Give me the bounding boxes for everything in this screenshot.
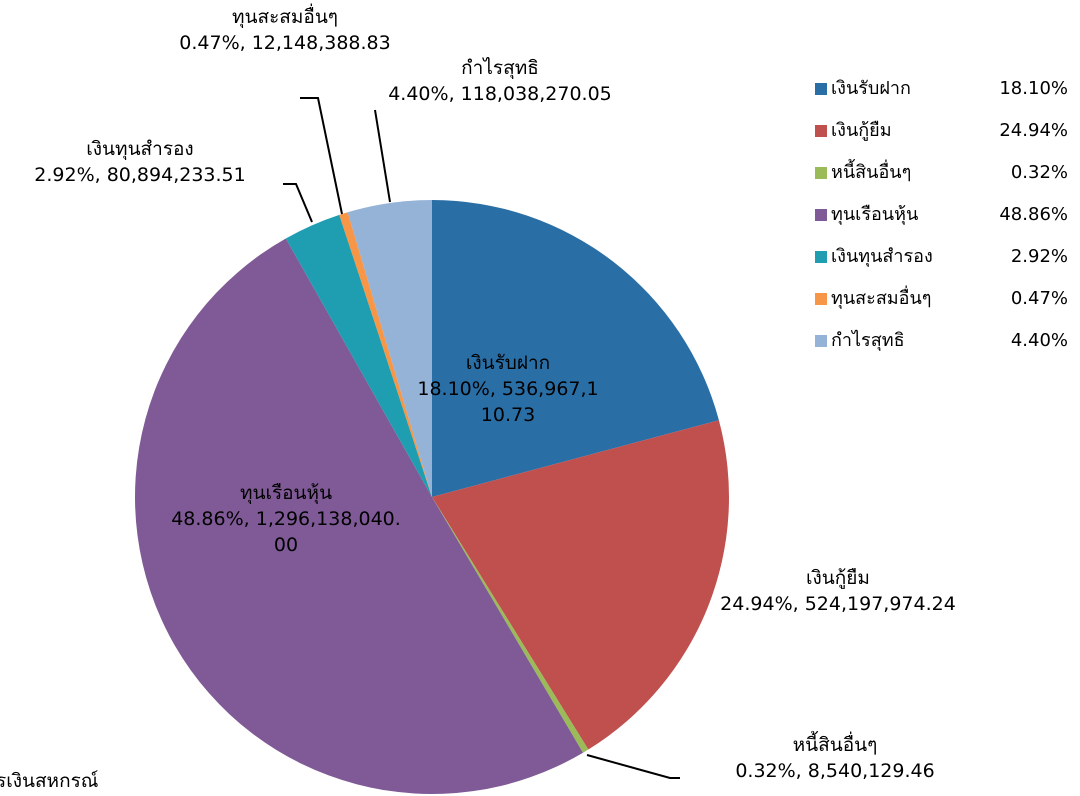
label-value: 80,894,233.51 — [106, 164, 246, 186]
label-name: ทุนเรือนหุ้น — [239, 482, 333, 504]
legend-name: เงินทุนสำรอง — [831, 246, 933, 267]
legend-name: กำไรสุทธิ — [831, 330, 905, 351]
legend-name: ทุนเรือนหุ้น — [831, 204, 919, 225]
leader-line — [283, 183, 313, 223]
legend-percent: 0.32% — [1010, 162, 1068, 183]
data-label: เงินกู้ยืม 24.94%, 524,197,974.24 — [720, 567, 956, 615]
legend-item: เงินกู้ยืม 24.94% — [815, 118, 1068, 144]
legend-name: ทุนสะสมอื่นๆ — [831, 288, 932, 309]
data-label: ทุนสะสมอื่นๆ 0.47%, 12,148,388.83 — [179, 6, 391, 54]
legend-name: เงินรับฝาก — [831, 78, 911, 99]
legend-item: เงินทุนสำรอง 2.92% — [815, 244, 1068, 270]
pie-slice — [285, 214, 432, 497]
legend-swatch — [815, 167, 827, 179]
legend-item: ทุนเรือนหุ้น 48.86% — [815, 202, 1068, 228]
legend-name: หนี้สินอื่นๆ — [831, 162, 912, 183]
legend-percent: 2.92% — [1010, 246, 1068, 267]
pie-slice — [432, 200, 719, 497]
legend-item: กำไรสุทธิ 4.40% — [815, 328, 1068, 354]
pie-slice — [339, 212, 432, 497]
leader-line — [586, 754, 680, 779]
label-percent: 0.32% — [735, 760, 796, 782]
label-percent: 18.10% — [417, 378, 490, 400]
data-label: เงินรับฝาก 18.10%, 536,967,110.73 — [417, 352, 599, 426]
legend-swatch — [815, 209, 827, 221]
pie-slice — [347, 200, 432, 497]
label-name: หนี้สินอื่นๆ — [792, 734, 878, 756]
label-value: 536,967,110.73 — [480, 378, 599, 426]
legend-swatch — [815, 335, 827, 347]
legend-item: ทุนสะสมอื่นๆ 0.47% — [815, 286, 1068, 312]
legend-percent: 24.94% — [999, 120, 1068, 141]
label-name: กำไรสุทธิ — [461, 57, 539, 79]
footnote: รเงินสหกรณ์ — [0, 770, 99, 792]
label-percent: 2.92% — [34, 164, 95, 186]
legend-swatch — [815, 125, 827, 137]
label-name: เงินทุนสำรอง — [86, 138, 194, 160]
label-percent: 48.86% — [171, 508, 244, 530]
data-label: ทุนเรือนหุ้น 48.86%, 1,296,138,040.00 — [171, 482, 401, 556]
label-value: 12,148,388.83 — [251, 32, 391, 54]
legend-item: หนี้สินอื่นๆ 0.32% — [815, 160, 1068, 186]
legend-swatch — [815, 251, 827, 263]
label-name: เงินกู้ยืม — [806, 567, 870, 589]
leader-line — [300, 97, 343, 215]
legend-item: เงินรับฝาก 18.10% — [815, 76, 1068, 102]
legend-percent: 18.10% — [999, 78, 1068, 99]
data-label: เงินทุนสำรอง 2.92%, 80,894,233.51 — [34, 138, 246, 186]
label-value: 1,296,138,040.00 — [255, 508, 401, 556]
label-name: เงินรับฝาก — [465, 352, 551, 374]
leader-line — [374, 109, 391, 203]
label-percent: 0.47% — [179, 32, 240, 54]
label-percent: 4.40% — [388, 83, 449, 105]
label-percent: 24.94% — [720, 593, 793, 615]
data-label: กำไรสุทธิ 4.40%, 118,038,270.05 — [388, 57, 612, 105]
data-label: หนี้สินอื่นๆ 0.32%, 8,540,129.46 — [735, 734, 935, 782]
label-value: 118,038,270.05 — [460, 83, 612, 105]
legend-swatch — [815, 293, 827, 305]
legend-percent: 48.86% — [999, 204, 1068, 225]
legend-percent: 0.47% — [1010, 288, 1068, 309]
label-value: 524,197,974.24 — [804, 593, 956, 615]
pie-slice — [432, 497, 589, 753]
pie-slice — [432, 420, 730, 750]
label-value: 8,540,129.46 — [807, 760, 935, 782]
legend-swatch — [815, 83, 827, 95]
pie-slice — [134, 238, 584, 795]
legend-percent: 4.40% — [1010, 330, 1068, 351]
label-name: ทุนสะสมอื่นๆ — [231, 6, 339, 28]
legend-name: เงินกู้ยืม — [831, 120, 892, 141]
